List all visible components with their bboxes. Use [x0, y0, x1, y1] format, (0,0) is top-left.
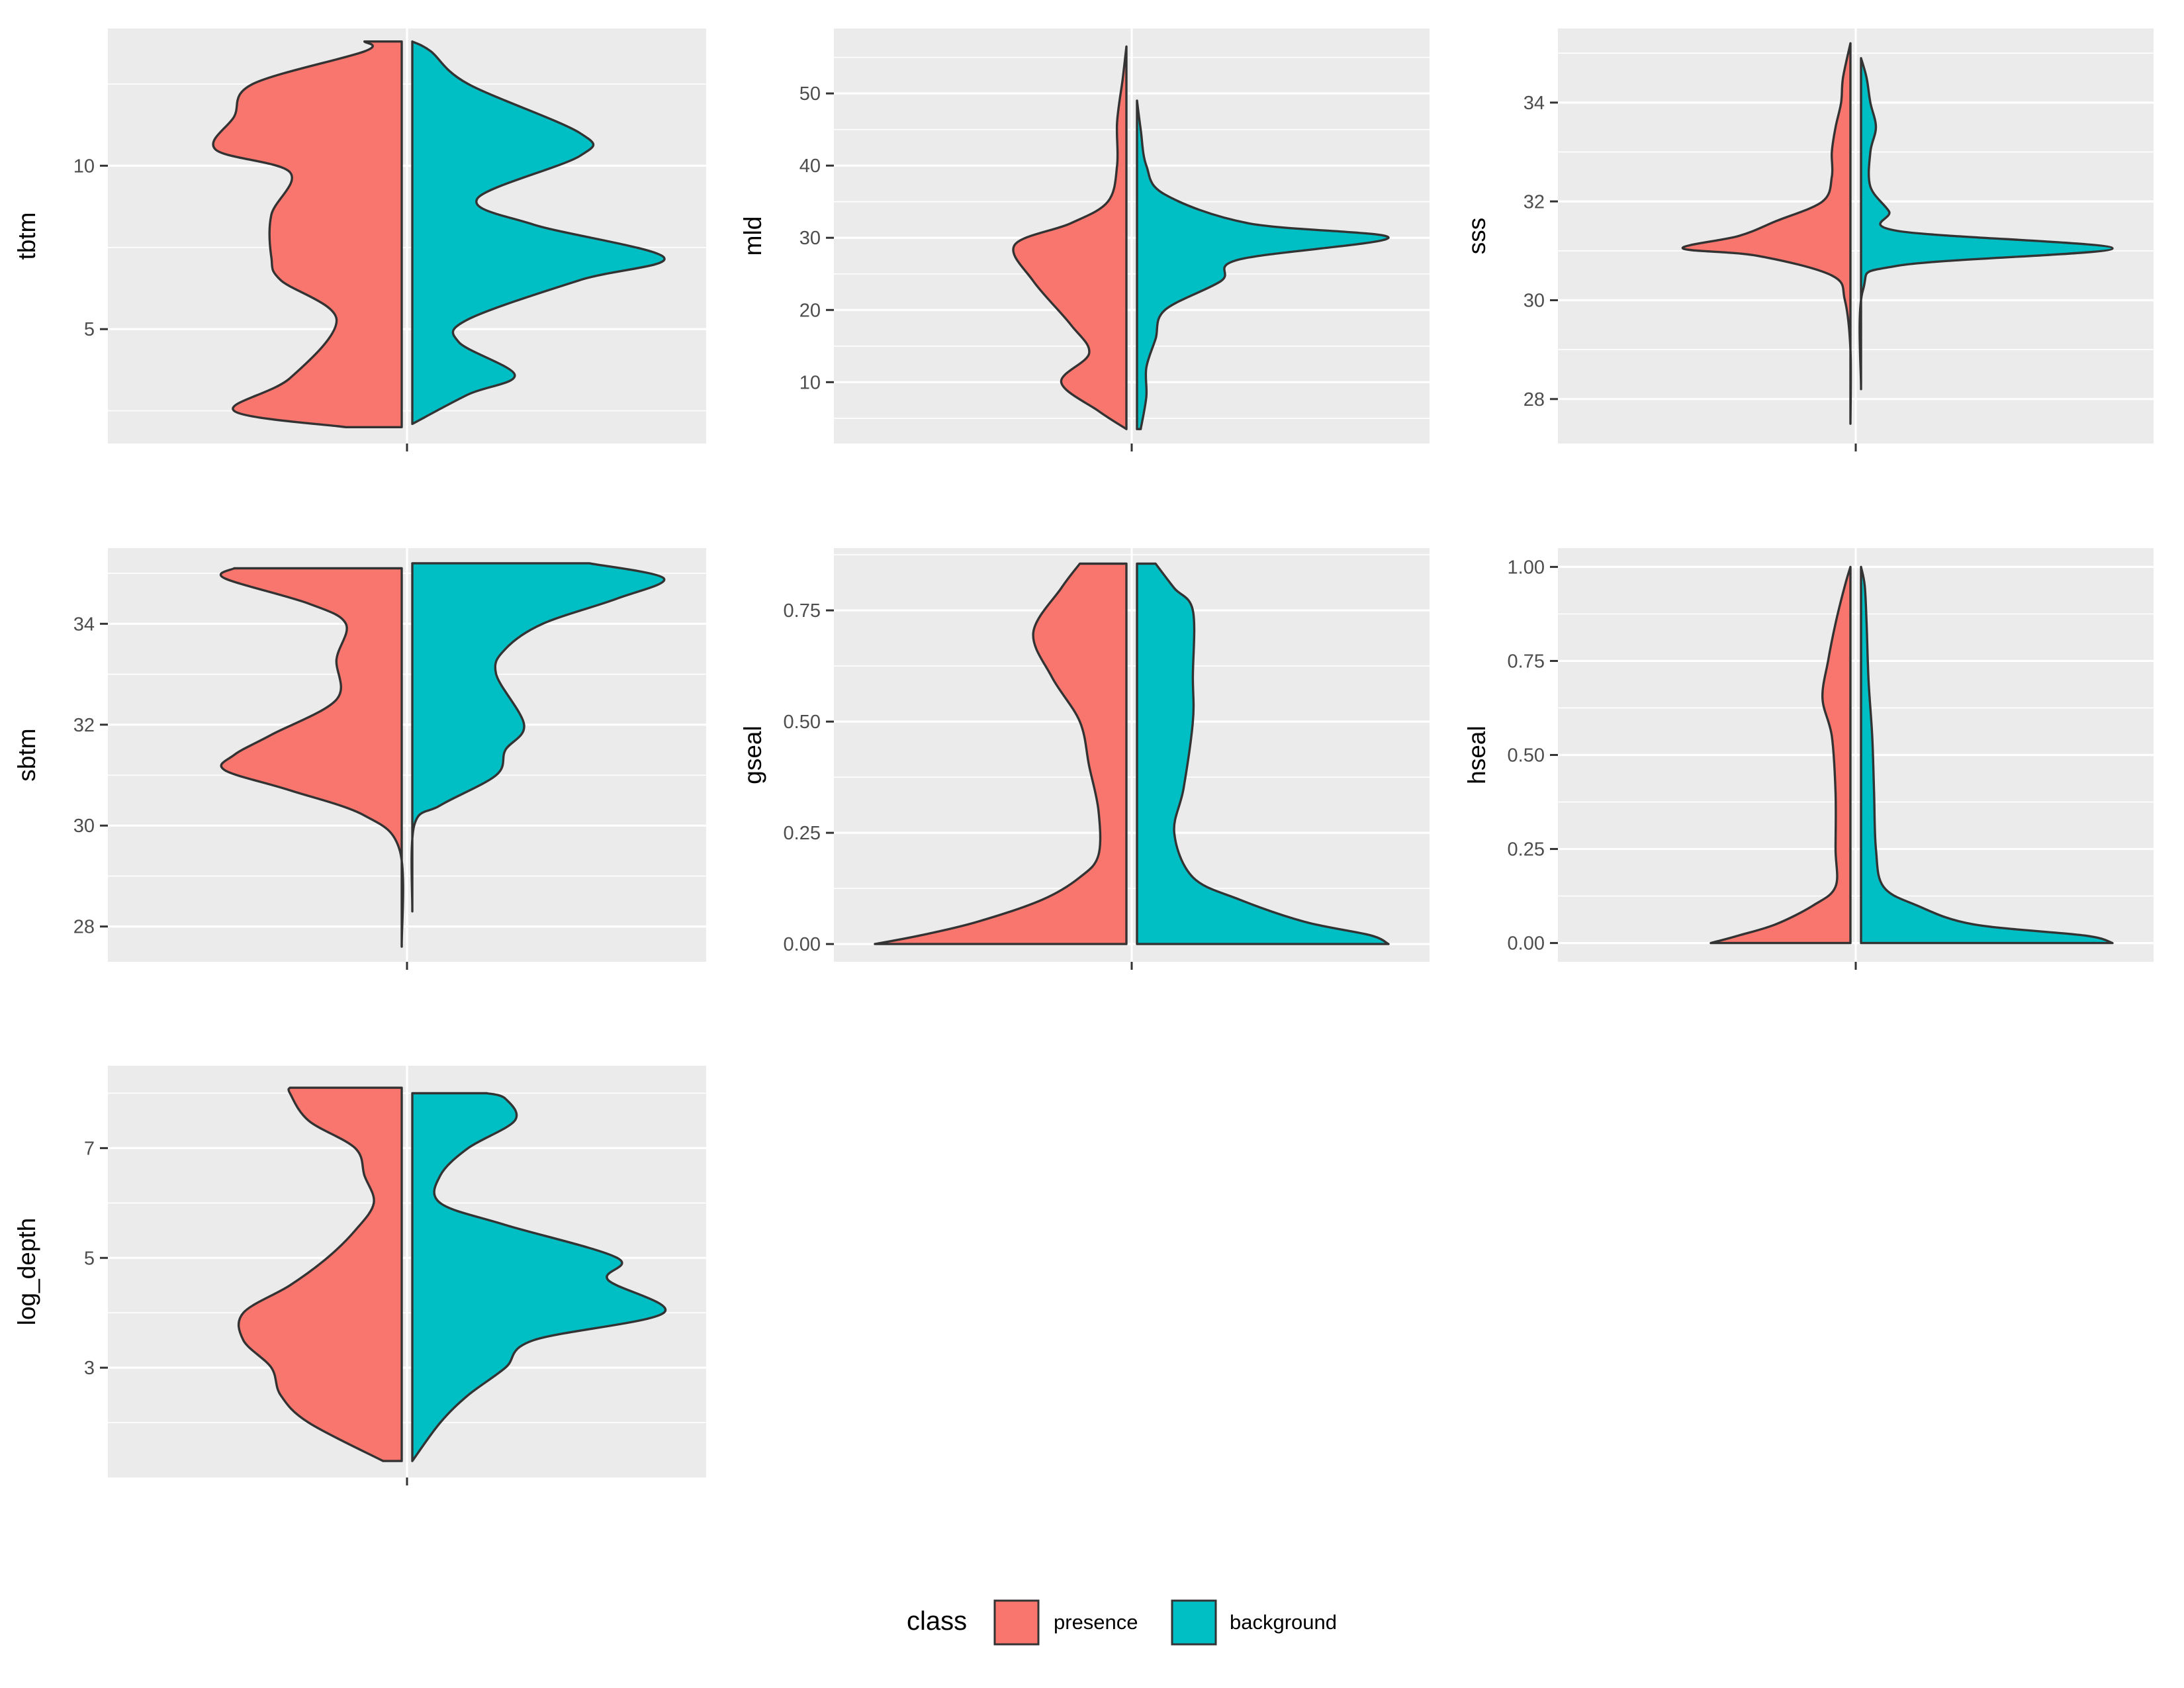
y-tick-label: 0.50	[1508, 745, 1545, 767]
y-tick-label: 5	[84, 1248, 95, 1269]
y-axis-title: mld	[739, 216, 766, 256]
violin-background	[411, 1092, 667, 1462]
panel-gseal: 0.00 0.25 0.50 0.75 gseal	[739, 548, 1430, 970]
legend-label-background: background	[1230, 1611, 1337, 1634]
y-axis-title: tbtm	[13, 212, 40, 260]
violin-background	[410, 562, 666, 913]
legend-key-presence	[993, 1599, 1040, 1646]
y-tick-label: 34	[73, 614, 95, 635]
violin-background	[411, 40, 666, 426]
y-tick-label: 0.00	[1508, 933, 1545, 955]
y-tick-label: 7	[84, 1138, 95, 1159]
y-axis-title: log_depth	[13, 1218, 40, 1326]
panels-layer: 5 10 tbtm 10 20 30 40 50 mld 28 30 32 34 sss 28 30 32 34 s…	[13, 28, 2154, 1485]
y-tick-label: 40	[799, 156, 821, 177]
y-tick-label: 28	[1524, 389, 1545, 410]
violin-background	[1858, 57, 2114, 391]
violin-presence	[1681, 42, 1852, 425]
y-tick-label: 32	[1524, 191, 1545, 212]
y-tick-label: 10	[73, 156, 95, 177]
violin-background	[1860, 565, 2114, 945]
violin-presence	[1012, 45, 1128, 430]
violin-background	[1136, 99, 1390, 430]
y-tick-label: 1.00	[1508, 557, 1545, 578]
panel-tbtm: 5 10 tbtm	[13, 28, 706, 451]
legend-key-background	[1171, 1599, 1217, 1646]
y-tick-label: 34	[1524, 93, 1545, 114]
violin-presence	[237, 1086, 403, 1462]
panel-sss: 28 30 32 34 sss	[1463, 28, 2154, 451]
y-tick-label: 0.75	[784, 600, 821, 622]
y-tick-label: 3	[84, 1358, 95, 1379]
panel-sbtm: 28 30 32 34 sbtm	[13, 548, 706, 970]
y-tick-label: 28	[73, 917, 95, 938]
panel-log_depth: 3 5 7 log_depth	[13, 1066, 706, 1485]
panel-mld: 10 20 30 40 50 mld	[739, 28, 1430, 451]
legend: class presence background	[907, 1599, 1337, 1646]
y-axis-title: sss	[1463, 218, 1490, 255]
violin-background	[1136, 562, 1390, 945]
y-tick-label: 30	[799, 228, 821, 249]
violin-presence	[212, 40, 403, 428]
panel-hseal: 0.00 0.25 0.50 0.75 1.00 hseal	[1463, 548, 2154, 970]
y-tick-label: 30	[73, 816, 95, 837]
violin-presence	[219, 567, 404, 948]
violin-presence	[874, 562, 1128, 945]
legend-label-presence: presence	[1054, 1611, 1138, 1634]
y-tick-label: 30	[1524, 291, 1545, 312]
y-axis-title: sbtm	[13, 728, 40, 781]
y-tick-label: 0.50	[784, 712, 821, 733]
y-axis-title: gseal	[739, 726, 766, 784]
y-tick-label: 0.75	[1508, 651, 1545, 672]
y-tick-label: 5	[84, 319, 95, 340]
y-axis-title: hseal	[1463, 726, 1490, 784]
y-tick-label: 0.25	[1508, 839, 1545, 861]
y-tick-label: 0.00	[784, 934, 821, 955]
y-tick-label: 0.25	[784, 823, 821, 844]
y-tick-label: 32	[73, 715, 95, 736]
y-tick-label: 10	[799, 372, 821, 393]
y-tick-label: 20	[799, 300, 821, 321]
y-tick-label: 50	[799, 83, 821, 105]
violin-presence	[1709, 565, 1852, 945]
legend-title: class	[907, 1607, 967, 1636]
